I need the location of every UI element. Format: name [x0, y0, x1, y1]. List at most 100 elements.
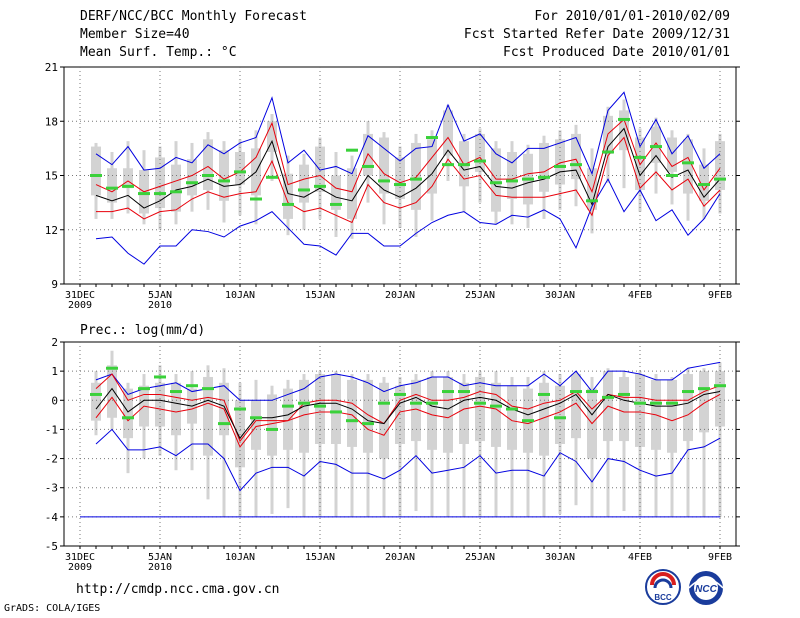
y-tick-label: 12 — [45, 224, 58, 237]
ensemble-mean-mark — [474, 159, 486, 163]
spread-box — [491, 382, 501, 447]
y-tick-label: -3 — [45, 482, 58, 495]
ensemble-mean-mark — [362, 164, 374, 168]
x-tick-label: 25JAN — [465, 290, 495, 301]
y-tick-label: 9 — [51, 278, 58, 291]
spread-box — [539, 142, 549, 192]
ensemble-mean-mark — [362, 422, 374, 426]
spread-box — [187, 159, 197, 196]
spread-box — [491, 148, 501, 212]
ensemble-mean-mark — [490, 404, 502, 408]
whisker-bar — [574, 371, 578, 506]
spread-box — [91, 382, 101, 421]
ensemble-mean-mark — [186, 181, 198, 185]
x-tick-label: 10JAN — [225, 290, 255, 301]
spread-box — [459, 382, 469, 444]
x-tick-label: 4FEB — [628, 552, 652, 563]
spread-box — [699, 371, 709, 433]
ensemble-mean-mark — [282, 202, 294, 206]
header-left: DERF/NCC/BCC Monthly Forecast Member Size… — [80, 8, 307, 62]
ensemble-mean-mark — [186, 384, 198, 388]
spread-box — [203, 139, 213, 190]
spread-box — [683, 139, 693, 194]
spread-box — [475, 376, 485, 442]
ensemble-mean-mark — [138, 192, 150, 196]
ensemble-mean-mark — [250, 197, 262, 201]
spread-box — [363, 379, 373, 453]
spread-box — [395, 157, 405, 200]
spread-box — [203, 376, 213, 456]
ensemble-mean-mark — [314, 184, 326, 188]
ensemble-mean-mark — [490, 181, 502, 185]
ncc-logo: NCC — [688, 571, 724, 605]
whisker-bar — [478, 371, 482, 517]
spread-box — [539, 382, 549, 456]
spread-box — [107, 168, 117, 203]
spread-box — [619, 376, 629, 442]
x-tick-year: 2009 — [68, 562, 92, 573]
series-line-q25 — [95, 394, 721, 448]
spread-box — [379, 137, 389, 194]
whisker-bar — [686, 368, 690, 517]
spread-box — [379, 382, 389, 459]
ensemble-mean-mark — [602, 395, 614, 399]
spread-box — [251, 400, 261, 450]
ensemble-mean-mark — [442, 163, 454, 167]
spread-box — [155, 382, 165, 427]
spread-box — [347, 379, 357, 447]
ensemble-mean-mark — [218, 179, 230, 183]
ensemble-mean-mark — [106, 366, 118, 370]
spread-box — [411, 379, 421, 442]
spread-box — [555, 139, 565, 185]
ensemble-mean-mark — [346, 419, 358, 423]
x-tick-label: 15JAN — [305, 290, 335, 301]
spread-box — [699, 164, 709, 201]
spread-box — [411, 142, 421, 210]
ensemble-mean-mark — [410, 177, 422, 181]
ensemble-mean-mark — [634, 155, 646, 159]
spread-box — [667, 379, 677, 453]
whisker-bar — [702, 368, 706, 517]
ensemble-mean-mark — [282, 404, 294, 408]
y-tick-label: 18 — [45, 115, 58, 128]
whisker-bar — [606, 368, 610, 517]
ensemble-mean-mark — [650, 145, 662, 149]
y-tick-label: -1 — [45, 423, 58, 436]
ensemble-mean-mark — [458, 163, 470, 167]
ensemble-mean-mark — [666, 401, 678, 405]
spread-box — [427, 139, 437, 194]
spread-box — [107, 365, 117, 418]
spread-box — [667, 137, 677, 172]
x-tick-label: 4FEB — [628, 290, 652, 301]
x-tick-label: 31DEC — [65, 290, 95, 301]
ensemble-mean-mark — [314, 404, 326, 408]
ensemble-mean-mark — [90, 392, 102, 396]
bcc-logo-text: BCC — [654, 593, 672, 602]
x-tick-label: 5JAN — [148, 552, 172, 563]
ensemble-mean-mark — [666, 174, 678, 177]
ensemble-mean-mark — [346, 148, 358, 152]
whisker-bar — [462, 374, 466, 517]
ensemble-mean-mark — [570, 163, 582, 167]
ensemble-mean-mark — [202, 174, 214, 177]
header-right: For 2010/01/01-2010/02/09 Fcst Started Re… — [464, 8, 730, 62]
spread-box — [427, 376, 437, 450]
ensemble-mean-mark — [650, 401, 662, 405]
ensemble-mean-mark — [522, 419, 534, 423]
ensemble-mean-mark — [698, 183, 710, 187]
x-tick-year: 2009 — [68, 300, 92, 311]
spread-box — [267, 121, 277, 152]
spread-box — [507, 385, 517, 450]
ensemble-mean-mark — [378, 179, 390, 183]
y-tick-label: 15 — [45, 170, 58, 183]
ensemble-mean-mark — [506, 407, 518, 411]
ensemble-mean-mark — [298, 188, 310, 192]
fcst-produced-date: Fcst Produced Date 2010/01/01 — [503, 45, 730, 60]
spread-box — [283, 388, 293, 450]
source-url[interactable]: http://cmdp.ncc.cma.gov.cn — [76, 582, 280, 597]
series-line-min — [95, 428, 721, 492]
forecast-period: For 2010/01/01-2010/02/09 — [534, 9, 730, 24]
spread-box — [331, 175, 341, 210]
ensemble-mean-mark — [634, 401, 646, 405]
ensemble-mean-mark — [602, 150, 614, 154]
